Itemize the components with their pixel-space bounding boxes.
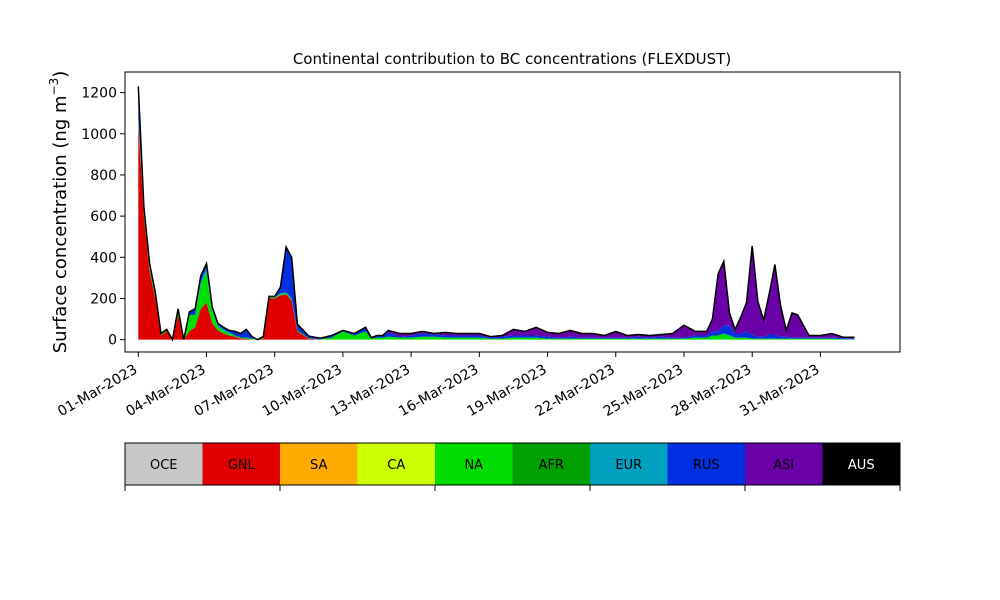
legend-swatch-asi bbox=[745, 443, 823, 485]
legend-label-sa: SA bbox=[310, 458, 327, 473]
y-tick-label: 400 bbox=[90, 250, 117, 266]
legend-label-rus: RUS bbox=[693, 458, 720, 473]
legend-label-gnl: GNL bbox=[228, 458, 256, 473]
legend-swatch-ca bbox=[357, 443, 435, 485]
y-tick-label: 600 bbox=[90, 209, 117, 225]
x-axis: 01-Mar-202304-Mar-202307-Mar-202310-Mar-… bbox=[55, 352, 822, 420]
y-axis-label-main: Surface concentration (ng m bbox=[50, 95, 71, 353]
y-tick-label: 800 bbox=[90, 168, 117, 184]
y-tick-label: 1200 bbox=[81, 86, 117, 102]
plot-frame bbox=[124, 71, 901, 353]
area-series-gnl bbox=[138, 123, 855, 340]
legend-swatch-gnl bbox=[202, 443, 280, 485]
legend-swatch-sa bbox=[280, 443, 358, 485]
legend-swatch-oce bbox=[125, 443, 203, 485]
legend-swatch-na bbox=[435, 443, 513, 485]
chart-title: Continental contribution to BC concentra… bbox=[293, 50, 731, 68]
legend-swatch-rus bbox=[667, 443, 745, 485]
total-outline-line bbox=[137, 86, 855, 342]
legend-label-afr: AFR bbox=[539, 458, 564, 473]
y-axis-label-close: ) bbox=[50, 71, 71, 78]
y-axis: 0 200 400 600 800 1000 1200 bbox=[81, 86, 125, 349]
legend-swatch-aus bbox=[822, 443, 900, 485]
y-axis-label: Surface concentration (ng m−3) bbox=[47, 71, 71, 354]
legend-label-oce: OCE bbox=[150, 458, 178, 473]
legend-swatch-afr bbox=[512, 443, 590, 485]
y-tick-label: 200 bbox=[90, 291, 117, 307]
legend-swatch-eur bbox=[590, 443, 668, 485]
legend-label-eur: EUR bbox=[615, 458, 642, 473]
y-axis-label-superscript: −3 bbox=[47, 78, 61, 96]
y-tick-label: 1000 bbox=[81, 127, 117, 143]
legend-label-asi: ASI bbox=[773, 458, 794, 473]
legend-frame bbox=[124, 442, 901, 486]
legend-label-aus: AUS bbox=[848, 458, 875, 473]
color-legend: OCE GNL SA CA NA AFR EUR RUS ASI AUS bbox=[124, 442, 901, 491]
plot-area bbox=[137, 86, 855, 342]
y-tick-label: 0 bbox=[108, 333, 117, 349]
legend-label-na: NA bbox=[464, 458, 483, 473]
legend-label-ca: CA bbox=[387, 458, 405, 473]
